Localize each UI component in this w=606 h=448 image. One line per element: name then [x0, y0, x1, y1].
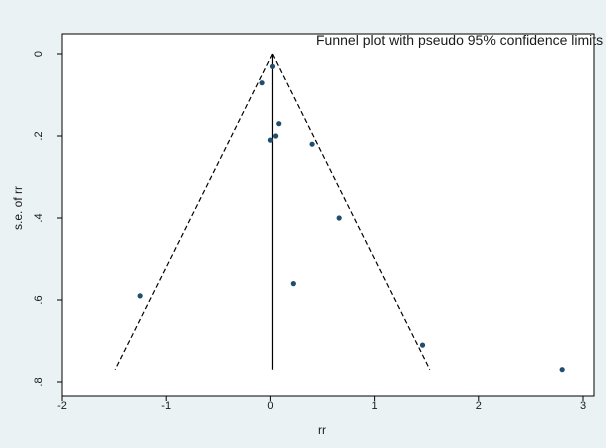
study-points [137, 63, 565, 373]
upper-confidence-limit-line [271, 53, 431, 370]
y-tick-label: 0 [33, 51, 45, 57]
study-point [259, 80, 265, 86]
study-point [267, 137, 273, 143]
plot-area [61, 33, 595, 397]
y-tick-label: .8 [33, 377, 45, 386]
study-point [269, 63, 276, 69]
x-tick-label: 3 [580, 400, 586, 412]
y-tick-label: .6 [33, 295, 45, 304]
study-point [336, 215, 342, 221]
y-tick-label: .4 [33, 213, 45, 222]
study-point [137, 293, 143, 299]
study-point [290, 281, 296, 287]
x-tick-label: -1 [161, 400, 171, 412]
study-point [419, 342, 426, 348]
y-axis-label: s.e. of rr [11, 186, 25, 230]
study-point [276, 121, 282, 127]
x-tick-label: 2 [476, 400, 482, 412]
y-tick-label: .2 [33, 131, 45, 140]
study-point [273, 133, 279, 139]
y-axis-ticks: 0 .2 .4 .6 .8 [33, 51, 62, 387]
x-axis-label: rr [318, 423, 326, 437]
x-tick-label: 1 [372, 400, 378, 412]
lower-confidence-limit-line [114, 53, 274, 370]
study-point [559, 367, 565, 373]
x-tick-label: -2 [57, 400, 67, 412]
study-point [309, 141, 315, 147]
x-axis-ticks: -2 -1 0 1 2 3 [57, 396, 586, 412]
x-tick-label: 0 [267, 400, 273, 412]
chart-title: Funnel plot with pseudo 95% confidence l… [316, 32, 603, 48]
confidence-limit-lines [114, 53, 431, 370]
